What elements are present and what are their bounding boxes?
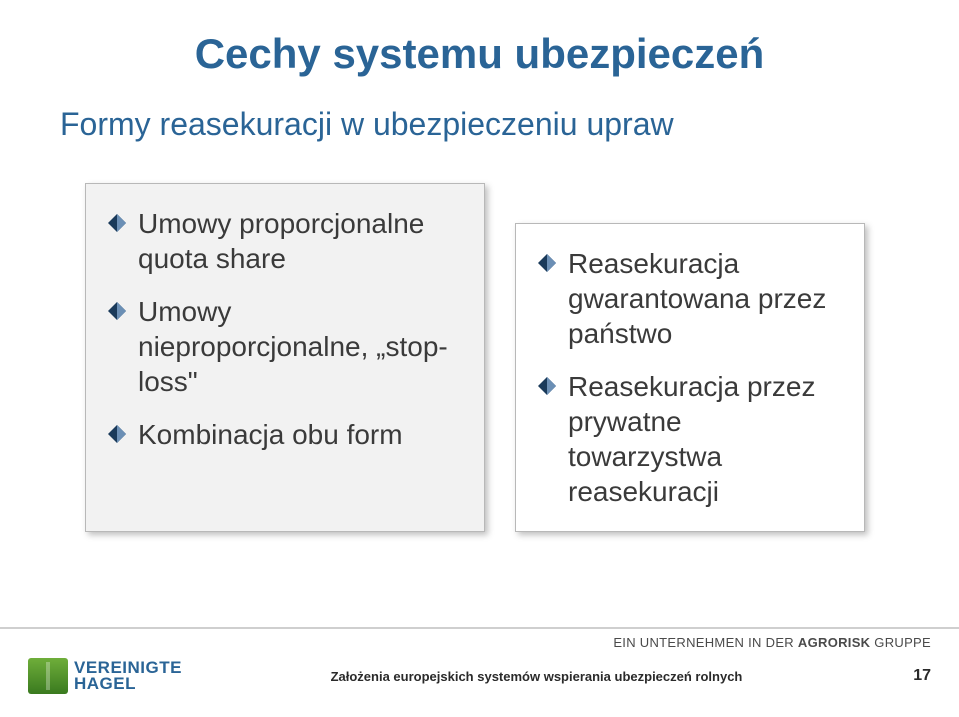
footer-lower: VEREINIGTE HAGEL Założenia europejskich … <box>0 650 959 694</box>
logo: VEREINIGTE HAGEL <box>28 658 182 694</box>
left-box: Umowy proporcjonalne quota share Umowy n… <box>85 183 485 532</box>
list-item: Umowy nieproporcjonalne, „stop- loss" <box>108 294 462 399</box>
list-item-text: Umowy nieproporcjonalne, „stop- loss" <box>138 294 462 399</box>
logo-line2: HAGEL <box>74 676 182 692</box>
diamond-bullet-icon <box>538 377 556 395</box>
right-box: Reasekuracja gwarantowana przez państwo … <box>515 223 865 532</box>
slide-title: Cechy systemu ubezpieczeń <box>60 30 899 78</box>
logo-text: VEREINIGTE HAGEL <box>74 660 182 692</box>
list-item-text: Reasekuracja przez prywatne towarzystwa … <box>568 369 842 509</box>
footer-caption: Założenia europejskich systemów wspieran… <box>182 669 891 684</box>
diamond-bullet-icon <box>108 425 126 443</box>
logo-mark-icon <box>28 658 68 694</box>
diamond-bullet-icon <box>538 254 556 272</box>
footer: EIN UNTERNEHMEN IN DER AGRORISK GRUPPE V… <box>0 627 959 717</box>
page-number: 17 <box>891 667 931 685</box>
company-bold: AGRORISK <box>798 635 870 650</box>
list-item-text: Kombinacja obu form <box>138 417 403 452</box>
list-item: Reasekuracja przez prywatne towarzystwa … <box>538 369 842 509</box>
slide: Cechy systemu ubezpieczeń Formy reasekur… <box>0 0 959 717</box>
company-suffix: GRUPPE <box>870 635 931 650</box>
diamond-bullet-icon <box>108 302 126 320</box>
list-item-text: Reasekuracja gwarantowana przez państwo <box>568 246 842 351</box>
slide-subtitle: Formy reasekuracji w ubezpieczeniu upraw <box>60 106 899 143</box>
company-prefix: EIN UNTERNEHMEN IN DER <box>613 635 798 650</box>
list-item: Umowy proporcjonalne quota share <box>108 206 462 276</box>
content-columns: Umowy proporcjonalne quota share Umowy n… <box>60 183 899 532</box>
list-item: Kombinacja obu form <box>108 417 462 452</box>
diamond-bullet-icon <box>108 214 126 232</box>
company-line: EIN UNTERNEHMEN IN DER AGRORISK GRUPPE <box>0 629 959 650</box>
list-item: Reasekuracja gwarantowana przez państwo <box>538 246 842 351</box>
list-item-text: Umowy proporcjonalne quota share <box>138 206 462 276</box>
